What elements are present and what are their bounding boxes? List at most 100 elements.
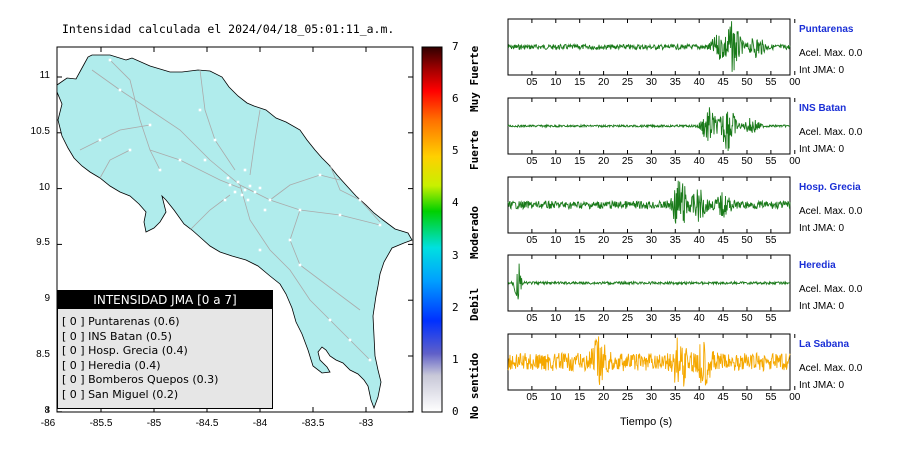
waveform-x-tick-label: 35 — [669, 156, 681, 167]
waveform-x-tick-label: 40 — [693, 235, 705, 246]
waveform-panel — [507, 254, 791, 312]
station-marker — [233, 190, 237, 194]
waveform-x-tick-label: 10 — [550, 77, 562, 88]
station-marker — [228, 183, 232, 187]
map-x-tick-label: -84 — [252, 418, 268, 429]
colorbar-tick-label: 5 — [452, 144, 459, 158]
map-x-tick-label: -83.5 — [301, 418, 325, 429]
waveform-x-tick-label: 45 — [717, 156, 729, 167]
waveform-x-tick-label: 20 — [598, 235, 610, 246]
waveform-trace — [507, 107, 791, 152]
station-marker — [108, 58, 112, 62]
station-name: La Sabana — [799, 339, 850, 350]
waveform-x-tick-label: 35 — [669, 235, 681, 246]
station-marker — [338, 213, 342, 217]
station-marker — [98, 138, 102, 142]
waveform-x-tick-label: 05 — [526, 235, 538, 246]
station-marker — [248, 184, 252, 188]
costa-rica-landmass — [56, 54, 413, 410]
waveform-x-tick-label: 25 — [621, 313, 634, 324]
map-y-tick-label: 10.5 — [30, 125, 50, 137]
map-x-tick-label: -85.5 — [89, 418, 113, 429]
waveform-trace — [507, 336, 791, 387]
waveform-x-tick-label: 00 — [789, 156, 801, 167]
colorbar-tick-label: 3 — [452, 248, 459, 262]
station-markers — [98, 58, 382, 362]
station-jma-intensity: Int JMA: 0 — [799, 144, 845, 155]
station-name: INS Batan — [799, 103, 847, 114]
waveform-x-tick-label: 20 — [598, 392, 610, 403]
waveform-x-tick-label: 35 — [669, 392, 681, 403]
waveform-x-tick-label: 30 — [645, 235, 657, 246]
waveform-x-tick-label: 05 — [526, 156, 538, 167]
waveform-x-tick-label: 25 — [621, 156, 634, 167]
waveform-x-tick-label: 45 — [717, 77, 729, 88]
waveform-x-tick-label: 40 — [693, 313, 705, 324]
station-marker — [253, 190, 257, 194]
station-marker — [203, 158, 207, 162]
station-marker — [258, 186, 262, 190]
map-x-tick-label: -84.5 — [195, 418, 219, 429]
waveform-x-tick-label: 10 — [550, 156, 562, 167]
station-marker — [243, 188, 247, 192]
map-y-tick-label: 8.5 — [36, 349, 50, 360]
station-marker — [328, 318, 332, 322]
waveform-x-tick-label: 30 — [645, 313, 657, 324]
station-marker — [318, 173, 322, 177]
station-marker — [128, 148, 132, 152]
legend-list: [ 0 ] Puntarenas (0.6) [ 0 ] INS Batan (… — [62, 315, 218, 403]
intensity-legend: INTENSIDAD JMA [0 a 7] [ 0 ] Puntarenas … — [57, 290, 273, 409]
station-accel-max: Acel. Max. 0.0 — [799, 127, 863, 138]
legend-item: [ 0 ] Hosp. Grecia (0.4) — [62, 344, 188, 358]
station-jma-intensity: Int JMA: 0 — [799, 65, 845, 76]
waveform-x-tick-label: 45 — [717, 313, 729, 324]
waveform-x-tick-label: 05 — [526, 77, 538, 88]
station-accel-max: Acel. Max. 0.0 — [799, 284, 863, 295]
waveform-x-tick-label: 55 — [765, 313, 777, 324]
waveform-x-tick-label: 45 — [717, 235, 729, 246]
station-marker — [213, 138, 217, 142]
waveform-panel — [507, 176, 791, 234]
waveform-x-tick-label: 00 — [789, 392, 801, 403]
station-name: Heredia — [799, 260, 836, 271]
station-marker — [358, 198, 362, 202]
waveform-x-tick-label: 15 — [574, 313, 586, 324]
legend-item: [ 0 ] Bomberos Quepos (0.3) — [62, 373, 219, 387]
colorbar-tick-label: 1 — [452, 352, 459, 366]
map-x-tick-label: -86 — [40, 418, 56, 429]
station-marker — [298, 208, 302, 212]
waveform-x-tick-label: 05 — [526, 392, 538, 403]
station-marker — [288, 238, 292, 242]
colorbar-gradient — [421, 46, 443, 413]
waveform-x-tick-label: 10 — [550, 235, 562, 246]
station-jma-intensity: Int JMA: 0 — [799, 301, 845, 312]
waveform-x-tick-label: 40 — [693, 392, 705, 403]
waveform-x-tick-label: 15 — [574, 156, 586, 167]
waveform-x-tick-label: 50 — [741, 392, 753, 403]
station-marker — [348, 338, 352, 342]
station-marker — [240, 193, 244, 197]
legend-item: [ 0 ] Heredia (0.4) — [62, 358, 161, 372]
station-name: Puntarenas — [799, 24, 854, 35]
legend-item: [ 0 ] San Miguel (0.2) — [62, 387, 179, 401]
station-marker — [178, 158, 182, 162]
waveform-xlabel: Tiempo (s) — [620, 416, 673, 428]
colorbar-tick-label: 6 — [452, 92, 459, 106]
map-ticks — [47, 47, 413, 413]
waveform-x-tick-label: 20 — [598, 156, 610, 167]
station-accel-max: Acel. Max. 0.0 — [799, 363, 863, 374]
waveform-x-tick-label: 55 — [765, 77, 777, 88]
station-marker — [198, 108, 202, 112]
station-marker — [148, 123, 152, 127]
station-marker — [226, 176, 230, 180]
waveform-x-tick-label: 40 — [693, 77, 705, 88]
waveform-x-tick-label: 50 — [741, 156, 753, 167]
station-marker — [158, 168, 162, 172]
waveform-x-tick-label: 15 — [574, 77, 586, 88]
waveform-x-tick-label: 55 — [765, 392, 777, 403]
waveform-x-tick-label: 20 — [598, 313, 610, 324]
colorbar-tick-label: 0 — [452, 405, 459, 418]
waveform-x-tick-label: 35 — [669, 313, 681, 324]
